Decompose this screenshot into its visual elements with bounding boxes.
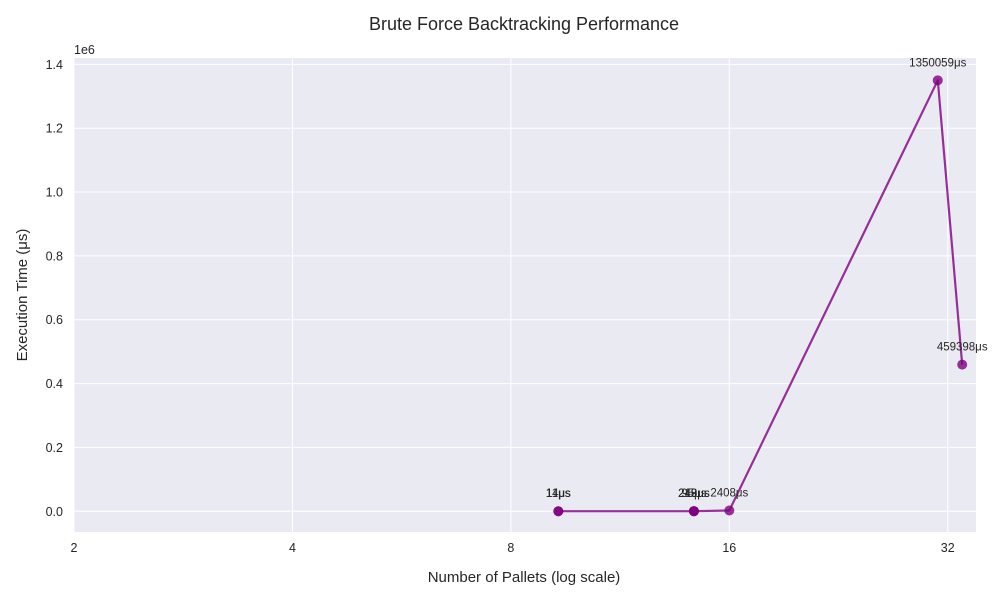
y-tick-label: 0.2 xyxy=(46,441,63,455)
x-axis-label: Number of Pallets (log scale) xyxy=(428,569,621,586)
x-tick-label: 32 xyxy=(941,541,955,555)
x-axis-ticks: 2 4 8 16 32 xyxy=(71,541,955,555)
y-tick-label: 1.2 xyxy=(46,122,63,136)
data-point xyxy=(553,506,564,517)
data-point xyxy=(688,506,699,517)
y-axis-ticks: 0.0 0.2 0.4 0.6 0.8 1.0 1.2 1.4 xyxy=(46,58,63,519)
data-label: 2408μs xyxy=(710,487,748,499)
y-tick-label: 0.6 xyxy=(46,313,63,327)
x-tick-label: 8 xyxy=(507,541,514,555)
y-tick-label: 0.0 xyxy=(46,505,63,519)
data-point xyxy=(724,505,735,516)
x-tick-label: 16 xyxy=(722,541,736,555)
y-axis-label: Execution Time (μs) xyxy=(14,229,31,362)
x-tick-label: 4 xyxy=(289,541,296,555)
data-label: 218μs xyxy=(678,488,710,500)
y-axis-offset-text: 1e6 xyxy=(74,43,95,57)
chart-title: Brute Force Backtracking Performance xyxy=(369,14,679,34)
y-tick-label: 0.4 xyxy=(46,377,63,391)
y-tick-label: 1.4 xyxy=(46,58,63,72)
data-label: 11μs xyxy=(546,488,571,500)
data-label: 95μs xyxy=(681,488,706,500)
x-tick-label: 2 xyxy=(71,541,78,555)
data-label: 14μs xyxy=(546,488,571,500)
plot-area xyxy=(74,58,976,532)
data-point xyxy=(932,75,943,86)
data-point xyxy=(957,359,968,370)
y-tick-label: 0.8 xyxy=(46,249,63,263)
data-label: 249μs xyxy=(678,488,710,500)
y-tick-label: 1.0 xyxy=(46,186,63,200)
grid xyxy=(73,58,976,532)
data-label: 1350059μs xyxy=(909,57,966,69)
data-label: 459398μs xyxy=(937,342,988,354)
